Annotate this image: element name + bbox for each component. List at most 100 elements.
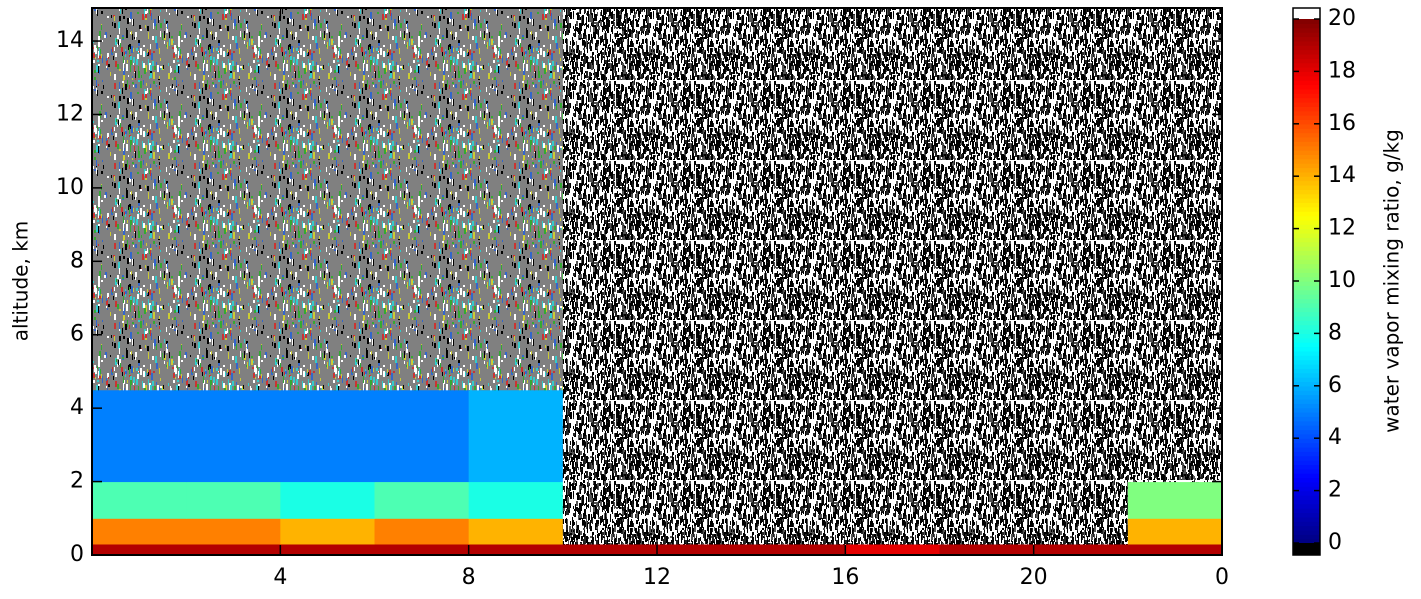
no-data-cell: [562, 518, 658, 545]
colorbar-step: [1293, 529, 1320, 535]
colorbar-tick-label: 2: [1328, 478, 1342, 503]
colorbar-step: [1293, 416, 1320, 422]
colorbar-step: [1293, 250, 1320, 256]
colorbar-step: [1293, 232, 1320, 238]
colorbar-step: [1293, 516, 1320, 522]
colorbar-step: [1293, 272, 1320, 278]
heatmap-cell: [92, 481, 187, 519]
no-data-cell: [939, 8, 1035, 391]
colorbar-tick-label: 12: [1328, 216, 1356, 241]
colorbar-step: [1293, 294, 1320, 300]
colorbar-tick-label: 0: [1328, 530, 1342, 555]
heatmap-cell: [751, 543, 846, 556]
colorbar-step: [1293, 193, 1320, 199]
no-data-cell: [468, 8, 564, 391]
colorbar-tick-label: 14: [1328, 163, 1356, 188]
colorbar-step: [1293, 263, 1320, 269]
y-tick-label: 8: [70, 248, 84, 273]
heatmap-cell: [1127, 481, 1223, 519]
x-tick-label: 4: [273, 565, 287, 590]
colorbar-step: [1293, 228, 1320, 234]
heatmap-cell: [468, 389, 564, 483]
colorbar-step: [1293, 298, 1320, 304]
colorbar-step: [1293, 267, 1320, 273]
no-data-cell: [751, 8, 846, 391]
colorbar-step: [1293, 189, 1320, 195]
colorbar-step: [1293, 425, 1320, 431]
colorbar-step: [1293, 246, 1320, 252]
colorbar-step: [1293, 377, 1320, 383]
colorbar-step: [1293, 58, 1320, 64]
y-tick-label: 4: [70, 395, 84, 420]
colorbar-step: [1293, 302, 1320, 308]
no-data-cell: [845, 8, 940, 391]
heatmap-cell: [186, 481, 281, 519]
heatmap-cell: [1127, 543, 1223, 556]
colorbar-step: [1293, 62, 1320, 68]
no-data-cell: [1033, 481, 1129, 519]
colorbar-step: [1293, 490, 1320, 496]
colorbar-over: [1293, 8, 1320, 19]
colorbar-step: [1293, 180, 1320, 186]
colorbar-step: [1293, 136, 1320, 142]
colorbar-step: [1293, 394, 1320, 400]
heatmap-cell: [92, 543, 187, 556]
no-data-cell: [845, 518, 940, 545]
colorbar-tick-label: 18: [1328, 58, 1356, 83]
heatmap-cell: [374, 481, 470, 519]
colorbar-step: [1293, 525, 1320, 531]
heatmap-cell: [1033, 543, 1129, 556]
colorbar-step: [1293, 254, 1320, 260]
colorbar-step: [1293, 390, 1320, 396]
heatmap-cell: [92, 389, 187, 483]
colorbar-step: [1293, 101, 1320, 107]
colorbar-step: [1293, 32, 1320, 38]
colorbar-step: [1293, 19, 1320, 24]
y-tick-label: 14: [56, 28, 84, 53]
colorbar-step: [1293, 359, 1320, 365]
colorbar-step: [1293, 40, 1320, 46]
colorbar-step: [1293, 119, 1320, 125]
heatmap-cell: [468, 481, 564, 519]
no-data-cell: [845, 389, 940, 483]
colorbar-step: [1293, 477, 1320, 483]
no-data-cell: [562, 8, 658, 391]
no-data-cell: [562, 481, 658, 519]
no-data-cell: [374, 8, 470, 391]
colorbar-tick-label: 4: [1328, 425, 1342, 450]
colorbar-step: [1293, 337, 1320, 343]
heatmap-cell: [374, 389, 470, 483]
colorbar-step: [1293, 433, 1320, 439]
no-data-cell: [562, 389, 658, 483]
colorbar-step: [1293, 154, 1320, 160]
colorbar-step: [1293, 198, 1320, 203]
heatmap-cell: [280, 389, 375, 483]
colorbar-step: [1293, 324, 1320, 330]
colorbar-step: [1293, 176, 1320, 182]
heatmap-cell: [374, 543, 470, 556]
colorbar-step: [1293, 219, 1320, 225]
colorbar-step: [1293, 481, 1320, 487]
colorbar-step: [1293, 438, 1320, 444]
colorbar-step: [1293, 184, 1320, 190]
colorbar-step: [1293, 329, 1320, 334]
colorbar-step: [1293, 464, 1320, 470]
colorbar-step: [1293, 407, 1320, 413]
colorbar-step: [1293, 346, 1320, 352]
colorbar-step: [1293, 259, 1320, 265]
no-data-cell: [751, 518, 846, 545]
heatmap-cell: [468, 543, 564, 556]
colorbar-step: [1293, 171, 1320, 177]
colorbar-step: [1293, 508, 1320, 514]
x-tick-label: 12: [643, 565, 671, 590]
colorbar-step: [1293, 106, 1320, 112]
colorbar-step: [1293, 281, 1320, 286]
heatmap-cell: [1127, 518, 1223, 545]
colorbar-under: [1293, 543, 1320, 555]
heatmap-cell: [186, 543, 281, 556]
colorbar-step: [1293, 23, 1320, 29]
colorbar-step: [1293, 320, 1320, 326]
colorbar-tick-label: 16: [1328, 111, 1356, 136]
heatmap-cell: [280, 518, 375, 545]
